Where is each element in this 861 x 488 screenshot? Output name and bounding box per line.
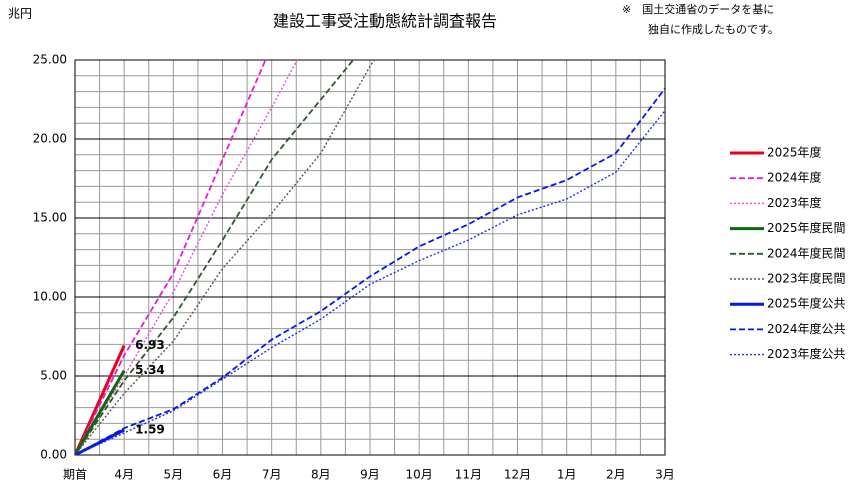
legend-label: 2025年度 <box>767 145 822 160</box>
data-label: 6.93 <box>135 338 165 352</box>
plot-area <box>75 60 665 455</box>
plot-border <box>74 59 666 456</box>
x-tick-label: 1月 <box>557 468 577 482</box>
series-line <box>75 87 665 455</box>
series-line <box>75 60 355 455</box>
note: ※ 国土交通省のデータを基に <box>622 2 774 16</box>
y-tick-label: 5.00 <box>40 369 67 383</box>
y-tick-label: 20.00 <box>33 132 67 146</box>
y-tick-label: 0.00 <box>40 448 67 462</box>
legend-label: 2023年度民間 <box>767 271 846 286</box>
x-tick-label: 9月 <box>360 468 380 482</box>
x-tick-label: 5月 <box>164 468 184 482</box>
x-tick-label: 6月 <box>213 468 233 482</box>
series-line <box>75 369 126 455</box>
y-tick-label: 25.00 <box>33 53 67 67</box>
series-line <box>75 60 376 455</box>
x-tick-label: 7月 <box>262 468 282 482</box>
y-tick-label: 15.00 <box>33 211 67 225</box>
x-tick-label: 4月 <box>114 468 134 482</box>
legend-label: 2024年度 <box>767 170 822 185</box>
data-label: 5.34 <box>135 363 165 377</box>
x-tick-label: 2月 <box>606 468 626 482</box>
legend-label: 2023年度 <box>767 195 822 210</box>
x-tick-label: 期首 <box>63 468 87 482</box>
x-tick-label: 12月 <box>504 468 531 482</box>
legend-label: 2025年度民間 <box>767 220 846 235</box>
series-line <box>75 60 267 455</box>
legend-label: 2025年度公共 <box>767 296 846 311</box>
legend-label: 2023年度公共 <box>767 346 846 361</box>
y-axis-label: 兆円 <box>8 7 32 21</box>
x-tick-label: 11月 <box>455 468 482 482</box>
legend-label: 2024年度公共 <box>767 321 846 336</box>
chart-title: 建設工事受注動態統計調査報告 <box>273 12 497 31</box>
x-tick-label: 10月 <box>406 468 433 482</box>
legend-label: 2024年度民間 <box>767 245 846 260</box>
data-label: 1.59 <box>135 422 165 436</box>
y-tick-label: 10.00 <box>33 290 67 304</box>
series-line <box>75 110 665 455</box>
series-line <box>75 60 298 455</box>
x-tick-label: 8月 <box>311 468 331 482</box>
note: 独自に作成したものです。 <box>648 23 779 36</box>
x-tick-label: 3月 <box>655 468 675 482</box>
